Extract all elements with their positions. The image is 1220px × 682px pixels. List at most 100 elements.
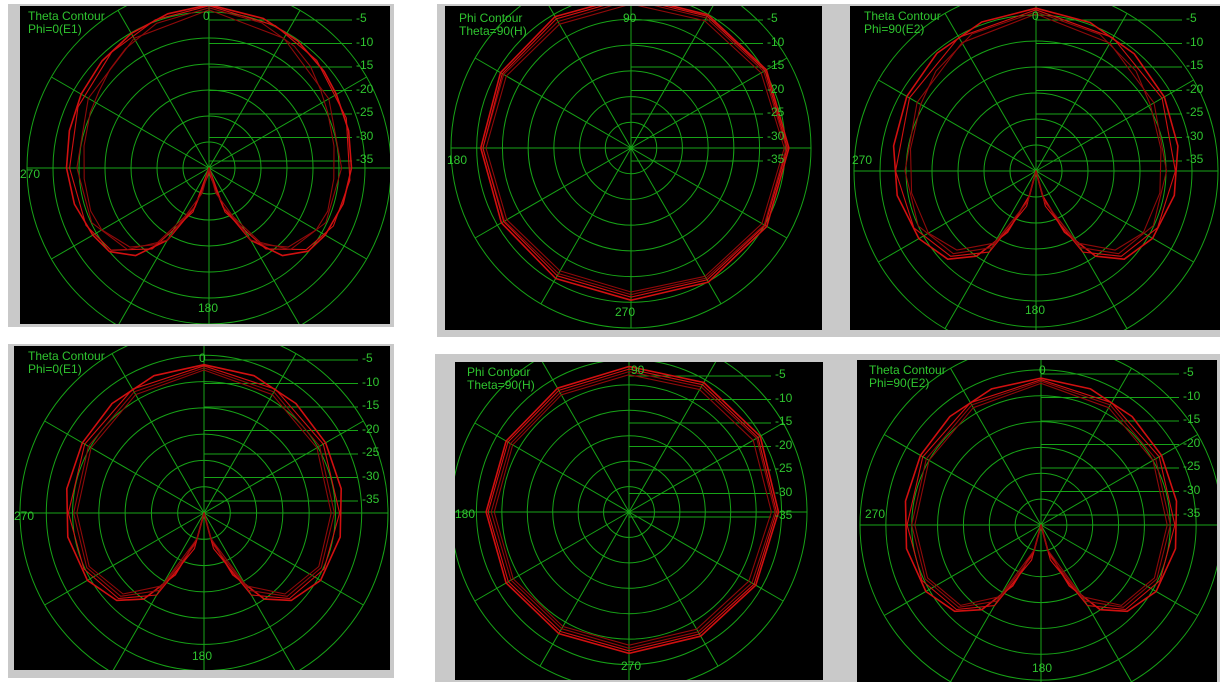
- radial-tick-label: -30: [767, 128, 785, 143]
- radial-tick-label: -30: [1183, 482, 1201, 497]
- grid-spoke: [1040, 434, 1199, 526]
- radial-tick-label: -35: [356, 152, 374, 166]
- radial-tick-label: -10: [1183, 388, 1201, 403]
- angle-label-top: 0: [1039, 363, 1046, 377]
- grid-spoke: [203, 512, 296, 670]
- polar-plot: [19, 346, 389, 670]
- grid-spoke: [474, 422, 630, 513]
- radial-tick-label: -10: [356, 34, 374, 49]
- series-trace-4: [76, 9, 343, 251]
- grid-spoke: [44, 420, 205, 514]
- radial-tick-label: -10: [767, 34, 785, 49]
- radial-tick-label: -30: [362, 468, 380, 483]
- radial-tick-label: -30: [775, 484, 793, 499]
- grid-spoke: [883, 434, 1042, 526]
- series-trace-3: [487, 368, 778, 652]
- grid-spoke: [1035, 79, 1194, 172]
- radial-tick-label: -25: [775, 461, 793, 475]
- grid-spoke: [111, 353, 205, 514]
- chart-title: Theta Contour Phi=90(E2): [864, 10, 941, 36]
- grid-spoke: [1040, 524, 1199, 616]
- radial-tick-label: -10: [362, 374, 380, 389]
- radial-tick-label: -20: [362, 421, 380, 436]
- angle-label-top: 0: [203, 9, 210, 23]
- series-trace-4: [76, 369, 332, 595]
- radial-tick-label: -35: [767, 152, 785, 166]
- radial-tick-label: -35: [1183, 506, 1201, 520]
- grid-spoke: [208, 167, 300, 324]
- series-trace-4: [485, 6, 785, 293]
- radial-tick-label: -5: [1186, 11, 1197, 25]
- radial-tick-label: -35: [362, 492, 380, 506]
- grid-spoke: [878, 170, 1037, 263]
- radial-tick-label: -25: [767, 105, 785, 119]
- radial-tick-label: -20: [356, 81, 374, 96]
- radial-tick-label: -5: [767, 11, 778, 25]
- grid-spoke: [118, 167, 210, 324]
- grid-spoke: [878, 79, 1037, 172]
- radial-tick-label: -5: [362, 351, 373, 365]
- grid-spoke: [208, 76, 367, 169]
- polar-plot: [26, 6, 390, 324]
- grid-spoke: [540, 147, 632, 305]
- grid-spoke: [548, 6, 632, 149]
- grid-spoke: [883, 524, 1042, 616]
- grid-spoke: [51, 76, 210, 169]
- angle-label-left: 270: [852, 153, 873, 167]
- radial-tick-label: -35: [775, 508, 793, 522]
- grid-spoke: [208, 10, 301, 169]
- grid-spoke: [1040, 367, 1132, 526]
- radial-tick-label: -15: [1186, 58, 1204, 72]
- grid-spoke: [208, 167, 367, 260]
- grid-spoke: [44, 512, 205, 606]
- polar-chart-theta-phi0-top: Theta Contour Phi=0(E1) 0 270 180 -5 -10 -15 -20…: [20, 6, 390, 324]
- chart-title-line: Phi=0(E1): [28, 362, 82, 376]
- chart-title: Phi Contour Theta=90(H): [467, 366, 535, 392]
- grid-spoke: [944, 13, 1037, 172]
- grid-ring: [455, 362, 808, 680]
- chart-title: Theta Contour Phi=90(E2): [869, 364, 946, 390]
- angle-label-bottom: 180: [1025, 303, 1046, 317]
- chart-title: Phi Contour Theta=90(H): [459, 12, 527, 38]
- polar-plot: [859, 360, 1217, 682]
- radial-tick-label: -20: [767, 81, 785, 96]
- polar-plot: [450, 6, 812, 329]
- radial-tick-label: -15: [1183, 412, 1201, 426]
- polar-chart-theta-phi90-bottom: Theta Contour Phi=90(E2) 0 270 180 -5 -10 -15 -2…: [857, 360, 1217, 682]
- chart-title-line: Theta=90(H): [467, 378, 535, 392]
- radial-tick-label: -25: [1186, 105, 1204, 119]
- angle-label-left: 270: [14, 509, 35, 523]
- grid-spoke: [630, 147, 722, 305]
- series-trace-1: [480, 6, 790, 301]
- grid-spoke: [203, 420, 364, 514]
- radial-tick-label: -20: [1186, 81, 1204, 96]
- radial-tick-label: -15: [362, 398, 380, 412]
- angle-label-left: 270: [865, 507, 886, 521]
- angle-label-bottom: 180: [192, 649, 213, 663]
- angle-label-left: 180: [447, 153, 468, 167]
- grid-spoke: [203, 512, 364, 606]
- radial-tick-label: -10: [1186, 34, 1204, 49]
- angle-label-bottom: 270: [615, 305, 636, 319]
- chart-title-line: Theta=90(H): [459, 24, 527, 38]
- chart-title-line: Phi=90(E2): [864, 22, 925, 36]
- grid-spoke: [112, 512, 205, 670]
- chart-title-line: Theta Contour: [28, 349, 105, 363]
- chart-title-line: Phi=90(E2): [869, 376, 930, 390]
- angle-label-bottom: 180: [1032, 661, 1053, 675]
- polar-chart-phi-theta90-top: Phi Contour Theta=90(H) 90 180 270 -5 -10 -15 -2…: [445, 6, 822, 330]
- grid-spoke: [51, 167, 210, 260]
- series-trace-2: [482, 6, 787, 296]
- chart-title-line: Theta Contour: [869, 363, 946, 377]
- angle-label-left: 180: [455, 507, 476, 521]
- angle-label-left: 270: [20, 167, 41, 181]
- polar-chart-theta-phi0-bottom: Theta Contour Phi=0(E1) 0 270 180 -5 -10 -15 -20…: [14, 346, 390, 670]
- radial-tick-label: -5: [356, 11, 367, 25]
- radial-tick-label: -20: [1183, 435, 1201, 450]
- grid-spoke: [628, 511, 719, 667]
- grid-spoke: [1035, 13, 1128, 172]
- grid-spoke: [628, 422, 784, 513]
- angle-label-top: 0: [199, 351, 206, 365]
- series-trace-4: [914, 382, 1168, 606]
- angle-label-top: 90: [631, 363, 645, 377]
